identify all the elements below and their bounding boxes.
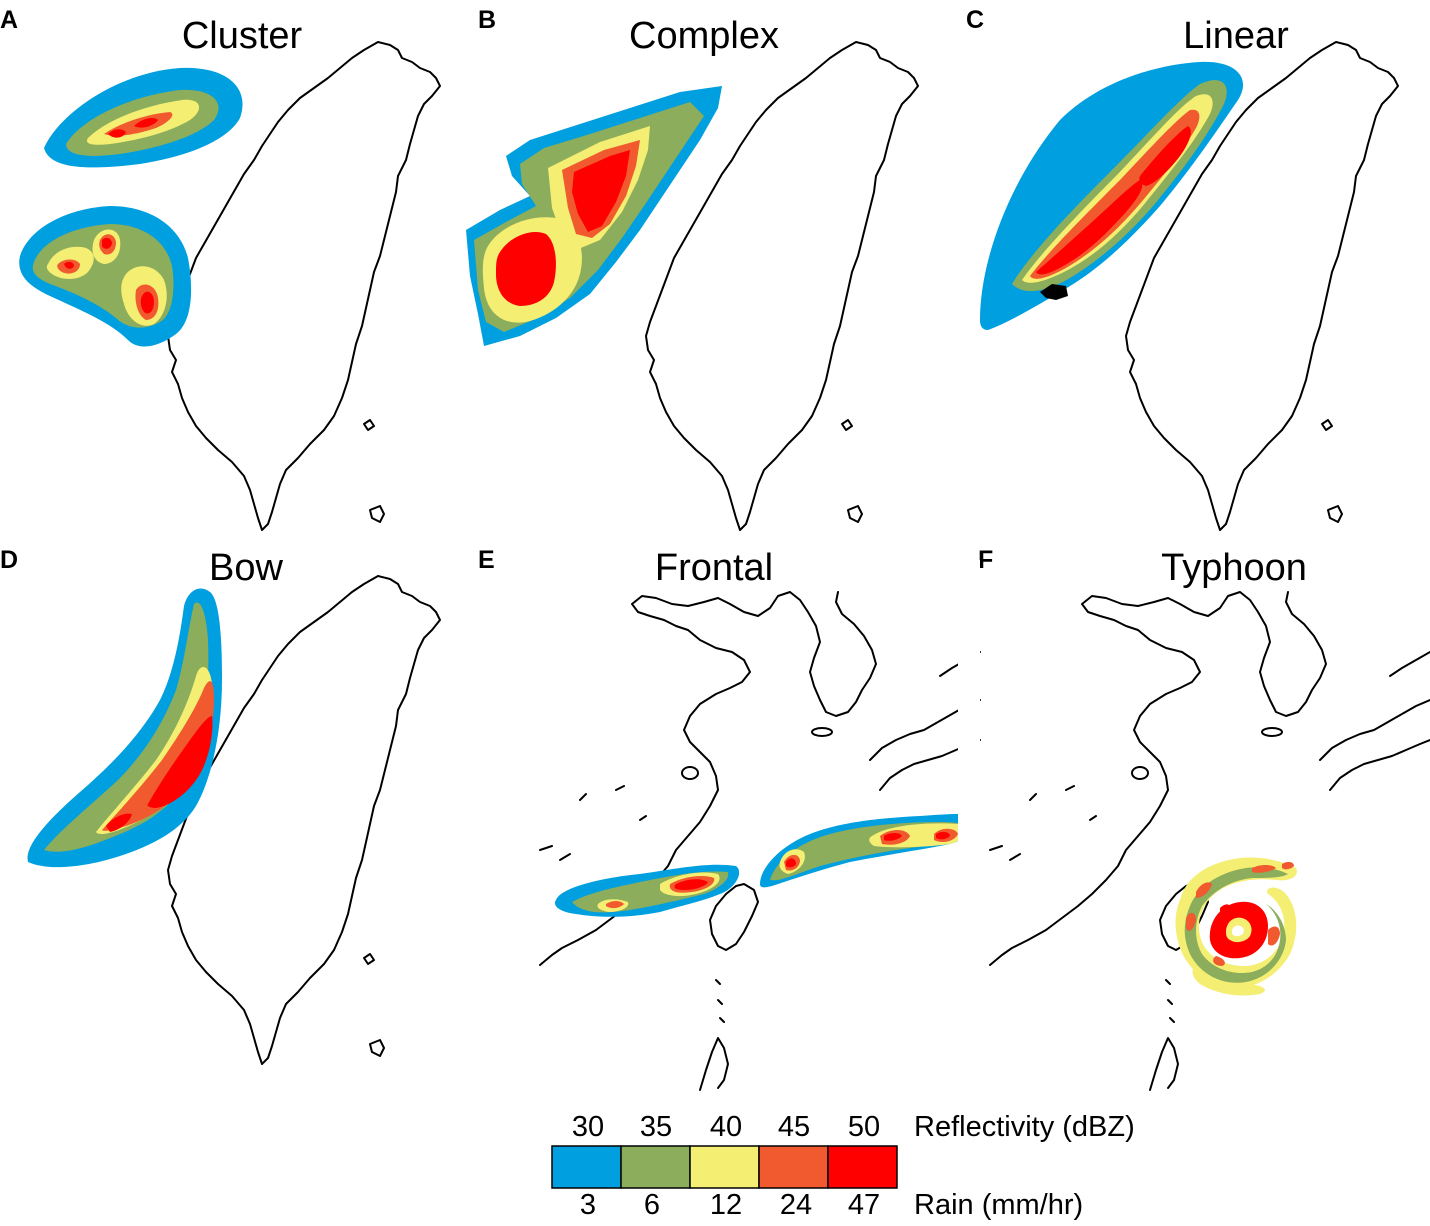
legend-swatch [758, 1145, 829, 1189]
rain-bow [27, 588, 223, 868]
legend-rain-value: 6 [644, 1189, 660, 1221]
rain-frontal [554, 814, 980, 917]
legend-rain-label: Rain (mm/hr) [914, 1189, 1083, 1221]
island-outline [363, 419, 375, 431]
island-outline [841, 419, 853, 431]
panel-title-bow: Bow [209, 547, 283, 589]
rain-complex [466, 86, 722, 346]
legend-rain-value: 24 [780, 1189, 812, 1221]
rain-cell-north [44, 67, 243, 168]
panel-title-linear: Linear [1183, 15, 1289, 57]
legend-swatch [620, 1145, 691, 1189]
island-outline [369, 1039, 385, 1057]
panel-letter-f: F [978, 546, 993, 574]
panel-letter-e: E [478, 546, 495, 574]
legend-reflectivity-value: 50 [848, 1111, 880, 1143]
legend-reflectivity-value: 45 [778, 1111, 810, 1143]
rain-linear [980, 61, 1244, 331]
panel-title-cluster: Cluster [182, 15, 303, 57]
legend-reflectivity-value: 40 [710, 1111, 742, 1143]
legend-color-bar [551, 1145, 898, 1189]
panel-bow: D Bow [0, 546, 441, 1065]
east-asia-coastline [989, 591, 1430, 1091]
legend-swatch [689, 1145, 760, 1189]
legend-rain-value: 47 [848, 1189, 880, 1221]
rain-typhoon-spiral [1175, 857, 1297, 996]
panel-complex: B Complex [466, 6, 919, 531]
legend-reflectivity-value: 35 [640, 1111, 672, 1143]
legend-reflectivity-value: 30 [572, 1111, 604, 1143]
island-outline [1327, 505, 1343, 523]
island-outline [363, 953, 375, 965]
panel-letter-c: C [966, 6, 984, 34]
color-legend: 30 35 40 45 50 Reflectivity (dBZ) 3 6 12… [551, 1111, 1135, 1221]
legend-rain-value: 3 [580, 1189, 596, 1221]
legend-swatch [827, 1145, 898, 1189]
panel-frontal: E Frontal [478, 546, 981, 1091]
panel-cluster: A Cluster [0, 6, 441, 531]
legend-reflectivity-label: Reflectivity (dBZ) [914, 1111, 1135, 1143]
island-outline [847, 505, 863, 523]
legend-swatch [551, 1145, 622, 1189]
panel-letter-b: B [478, 6, 496, 34]
panel-typhoon: F Typhoon [958, 546, 1430, 1100]
island-outline [1321, 419, 1333, 431]
rain-cell-south [19, 206, 192, 347]
panel-letter-a: A [0, 6, 18, 34]
panel-title-complex: Complex [629, 15, 779, 57]
panel-linear: C Linear [966, 6, 1399, 531]
island-outline [369, 505, 385, 523]
panel-title-frontal: Frontal [655, 547, 773, 589]
panel-title-typhoon: Typhoon [1161, 547, 1307, 589]
panel-letter-d: D [0, 546, 18, 574]
legend-rain-value: 12 [710, 1189, 742, 1221]
